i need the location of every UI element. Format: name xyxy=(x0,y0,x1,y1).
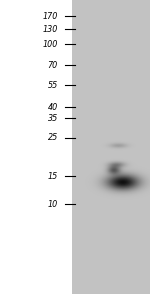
Text: 55: 55 xyxy=(48,81,58,90)
Text: 35: 35 xyxy=(48,114,58,123)
Text: 130: 130 xyxy=(42,25,58,34)
Text: 10: 10 xyxy=(48,200,58,209)
Text: 100: 100 xyxy=(42,40,58,49)
Text: 70: 70 xyxy=(48,61,58,70)
Text: 170: 170 xyxy=(42,12,58,21)
Text: 40: 40 xyxy=(48,103,58,112)
Text: 25: 25 xyxy=(48,133,58,142)
Bar xyxy=(0,0,72,294)
Text: 15: 15 xyxy=(48,172,58,181)
